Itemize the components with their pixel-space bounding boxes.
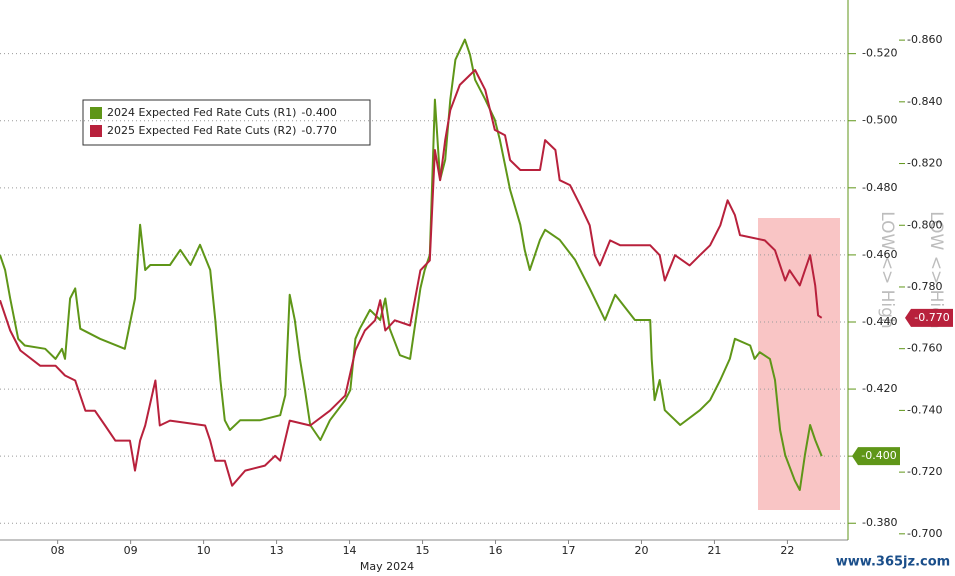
legend-swatch: [90, 107, 102, 119]
x-tick-label: 17: [561, 544, 575, 557]
y2-tick-label: -0.800: [907, 218, 942, 231]
x-tick-label: 21: [707, 544, 721, 557]
x-tick-label: 13: [270, 544, 284, 557]
legend-last-value: -0.400: [301, 106, 336, 119]
y-tick-label: -0.480: [862, 181, 897, 194]
y2-tick-label: -0.860: [907, 33, 942, 46]
last-value-label: -0.770: [914, 311, 949, 324]
x-tick-label: 22: [780, 544, 794, 557]
y-tick-label: -0.500: [862, 114, 897, 127]
y2-axis-label: LOW <> High: [926, 211, 946, 328]
y2-tick-label: -0.720: [907, 465, 942, 478]
x-tick-label: 09: [124, 544, 138, 557]
x-tick-label: 14: [343, 544, 357, 557]
x-tick-label: 16: [489, 544, 503, 557]
y-tick-label: -0.520: [862, 47, 897, 60]
watermark: www.365jz.com: [836, 555, 950, 570]
legend-label: 2025 Expected Fed Rate Cuts (R2) -0.770: [107, 124, 337, 137]
y-tick-label: -0.380: [862, 516, 897, 529]
legend-box: [82, 99, 371, 146]
y-tick-label: -0.460: [862, 248, 897, 261]
legend: 2024 Expected Fed Rate Cuts (R1) -0.40020…: [82, 99, 371, 146]
y2-tick-label: -0.820: [907, 157, 942, 170]
y2-tick-label: -0.780: [907, 280, 942, 293]
legend-name: 2025 Expected Fed Rate Cuts (R2): [107, 124, 296, 137]
y2-tick-label: -0.740: [907, 403, 942, 416]
last-value-tag: [852, 447, 900, 466]
y-axis-label: LOW <> High: [877, 211, 897, 328]
series-line: [0, 38, 823, 491]
x-tick-label: 20: [634, 544, 648, 557]
last-value-tag: [905, 308, 953, 327]
x-axis-subtitle: May 2024: [360, 560, 414, 573]
x-tick-label: 08: [51, 544, 65, 557]
legend-name: 2024 Expected Fed Rate Cuts (R1): [107, 106, 296, 119]
y2-tick-label: -0.760: [907, 342, 942, 355]
y2-tick-label: -0.840: [907, 95, 942, 108]
legend-last-value: -0.770: [301, 124, 336, 137]
last-value-label: -0.400: [861, 449, 896, 462]
y-tick-label: -0.420: [862, 382, 897, 395]
x-tick-label: 10: [197, 544, 211, 557]
y-tick-label: -0.440: [862, 315, 897, 328]
legend-label: 2024 Expected Fed Rate Cuts (R1) -0.400: [107, 106, 337, 119]
legend-swatch: [90, 125, 102, 137]
y2-tick-label: -0.700: [907, 527, 942, 540]
series-line: [0, 69, 823, 487]
x-tick-label: 15: [416, 544, 430, 557]
